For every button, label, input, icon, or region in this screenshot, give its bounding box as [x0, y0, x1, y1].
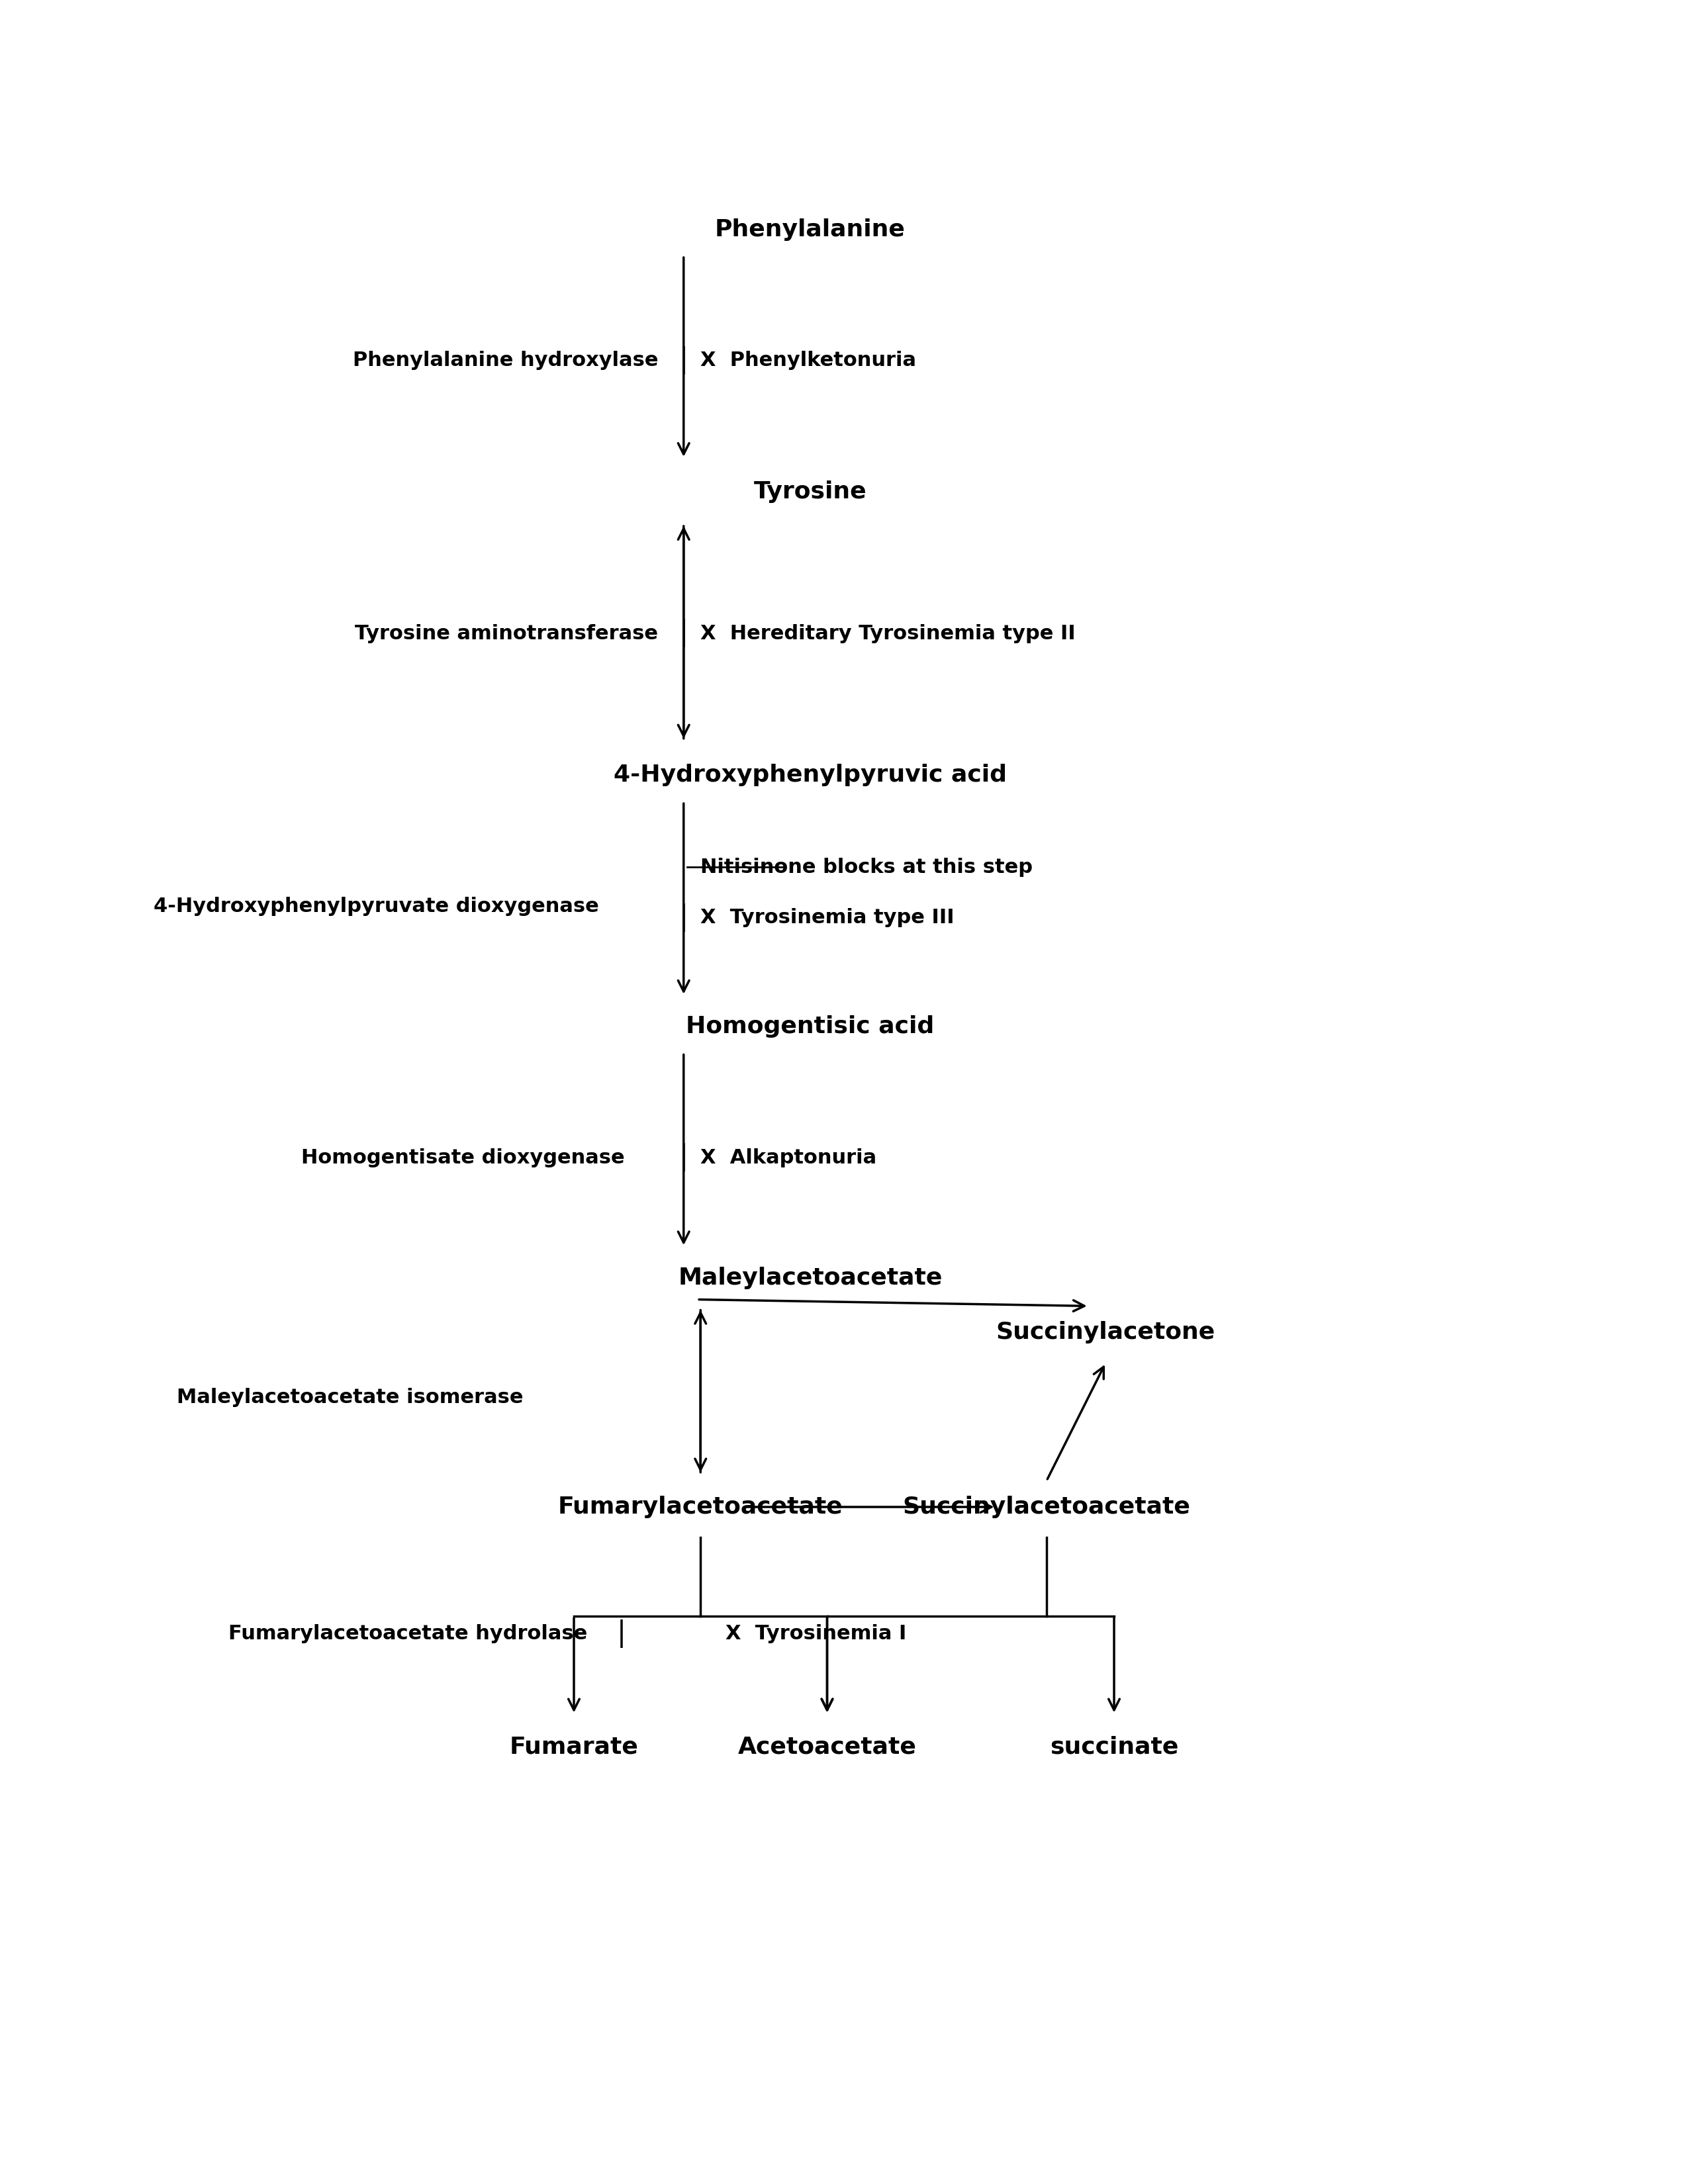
- Text: 4-Hydroxyphenylpyruvic acid: 4-Hydroxyphenylpyruvic acid: [614, 764, 1006, 786]
- Text: Acetoacetate: Acetoacetate: [738, 1736, 917, 1758]
- Text: |: |: [679, 345, 689, 376]
- Text: Tyrosine: Tyrosine: [755, 480, 866, 502]
- Text: |: |: [616, 1618, 626, 1649]
- Text: Succinylacetone: Succinylacetone: [996, 1321, 1215, 1343]
- Text: Homogentisate dioxygenase: Homogentisate dioxygenase: [300, 1149, 625, 1166]
- Text: X  Hereditary Tyrosinemia type II: X Hereditary Tyrosinemia type II: [701, 625, 1075, 642]
- Text: Maleylacetoacetate: Maleylacetoacetate: [679, 1267, 942, 1289]
- Text: Phenylalanine: Phenylalanine: [716, 218, 905, 240]
- Text: succinate: succinate: [1050, 1736, 1178, 1758]
- Text: Succinylacetoacetate: Succinylacetoacetate: [903, 1496, 1190, 1518]
- Text: X  Tyrosinemia type III: X Tyrosinemia type III: [701, 909, 954, 926]
- Text: Fumarylacetoacetate hydrolase: Fumarylacetoacetate hydrolase: [228, 1625, 587, 1642]
- Text: Fumarate: Fumarate: [510, 1736, 638, 1758]
- Text: X  Phenylketonuria: X Phenylketonuria: [701, 352, 917, 369]
- Text: Homogentisic acid: Homogentisic acid: [685, 1016, 935, 1037]
- Text: |: |: [679, 618, 689, 649]
- Text: Tyrosine aminotransferase: Tyrosine aminotransferase: [354, 625, 658, 642]
- Text: X  Alkaptonuria: X Alkaptonuria: [701, 1149, 876, 1166]
- Text: Phenylalanine hydroxylase: Phenylalanine hydroxylase: [353, 352, 658, 369]
- Text: |: |: [679, 902, 689, 933]
- Text: Nitisinone blocks at this step: Nitisinone blocks at this step: [701, 858, 1033, 876]
- Text: Maleylacetoacetate isomerase: Maleylacetoacetate isomerase: [177, 1389, 523, 1406]
- Text: 4-Hydroxyphenylpyruvate dioxygenase: 4-Hydroxyphenylpyruvate dioxygenase: [154, 898, 599, 915]
- Text: Fumarylacetoacetate: Fumarylacetoacetate: [559, 1496, 842, 1518]
- Text: |: |: [679, 1142, 689, 1173]
- Text: X  Tyrosinemia I: X Tyrosinemia I: [726, 1625, 906, 1642]
